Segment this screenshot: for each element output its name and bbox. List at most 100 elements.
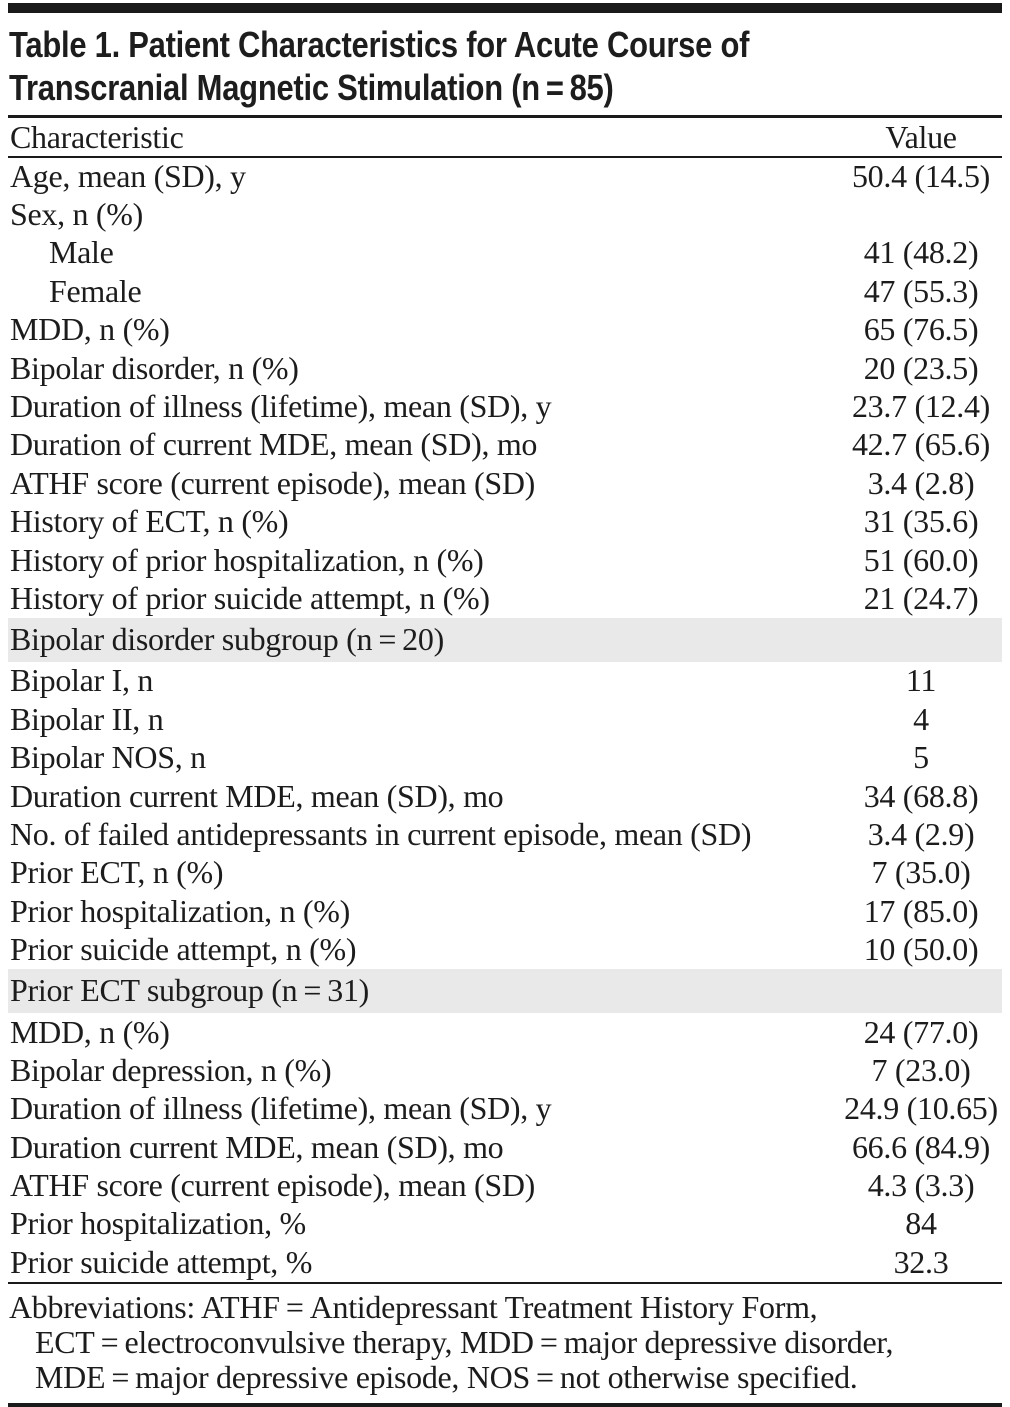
- characteristic-label: Bipolar disorder, n (%): [10, 349, 299, 386]
- table-row: Bipolar disorder, n (%) 20 (23.5): [8, 349, 1002, 387]
- characteristic-value: 11: [905, 662, 937, 699]
- characteristic-label: Sex, n (%): [10, 196, 143, 233]
- characteristic-label: Prior suicide attempt, %: [10, 1243, 313, 1280]
- characteristic-value: 3.4 (2.8): [867, 464, 975, 501]
- characteristic-value: 10 (50.0): [863, 931, 979, 968]
- characteristic-label: History of prior hospitalization, n (%): [10, 541, 484, 578]
- characteristic-value: 50.4 (14.5): [851, 158, 990, 195]
- footnote-line: MDE = major depressive episode, NOS = no…: [35, 1358, 858, 1395]
- characteristic-label: Prior hospitalization, n (%): [10, 892, 350, 929]
- table-row: Duration of illness (lifetime), mean (SD…: [8, 1090, 1002, 1128]
- table-row: Prior hospitalization, n (%) 17 (85.0): [8, 892, 1002, 930]
- characteristic-value: 21 (24.7): [863, 579, 979, 616]
- table-row: Female 47 (55.3): [8, 272, 1002, 310]
- table-row: History of ECT, n (%) 31 (35.6): [8, 503, 1002, 541]
- table-row: Bipolar depression, n (%) 7 (23.0): [8, 1051, 1002, 1089]
- characteristic-value: [840, 195, 1002, 233]
- section-row: Prior ECT subgroup (n = 31): [8, 968, 1002, 1013]
- table-row: ATHF score (current episode), mean (SD) 3…: [8, 464, 1002, 502]
- table-row: Duration of current MDE, mean (SD), mo 42…: [8, 426, 1002, 464]
- characteristic-value: 3.4 (2.9): [867, 815, 975, 852]
- characteristic-value: 65 (76.5): [863, 311, 979, 348]
- table-title-line-2: Transcranial Magnetic Stimulation (n = 8…: [9, 67, 614, 108]
- table-row: ATHF score (current episode), mean (SD) 4…: [8, 1166, 1002, 1204]
- characteristic-label: Bipolar II, n: [10, 700, 164, 737]
- characteristic-value: 51 (60.0): [863, 541, 979, 578]
- characteristic-value: 5: [913, 739, 929, 776]
- characteristic-label: Prior ECT, n (%): [10, 854, 224, 891]
- characteristic-label: Female: [49, 272, 142, 309]
- table-row: MDD, n (%) 24 (77.0): [8, 1013, 1002, 1051]
- table-row: Bipolar NOS, n 5: [8, 738, 1002, 776]
- characteristic-value: 23.7 (12.4): [851, 388, 990, 425]
- header-row: Characteristic Value: [8, 118, 1002, 158]
- characteristic-value: 34 (68.8): [863, 777, 979, 814]
- characteristic-value: 41 (48.2): [863, 234, 979, 271]
- table-row: Bipolar I, n 11: [8, 662, 1002, 700]
- table-row: Duration of illness (lifetime), mean (SD…: [8, 387, 1002, 425]
- characteristic-label: Bipolar NOS, n: [10, 739, 206, 776]
- column-header-value: Value: [840, 118, 1002, 158]
- table-title: Table 1. Patient Characteristics for Acu…: [8, 13, 1002, 118]
- characteristic-value: 42.7 (65.6): [851, 426, 990, 463]
- table-row: Sex, n (%): [8, 195, 1002, 233]
- section-header: Prior ECT subgroup (n = 31): [8, 968, 1002, 1013]
- characteristic-label: Duration of illness (lifetime), mean (SD…: [10, 388, 552, 425]
- characteristic-label: ATHF score (current episode), mean (SD): [10, 1167, 536, 1204]
- table-row: Bipolar II, n 4: [8, 700, 1002, 738]
- characteristic-value: 20 (23.5): [863, 349, 979, 386]
- table-row: Male 41 (48.2): [8, 234, 1002, 272]
- table-row: History of prior suicide attempt, n (%) 2…: [8, 579, 1002, 617]
- characteristic-value: 32.3: [893, 1243, 949, 1280]
- table-row: No. of failed antidepressants in current…: [8, 815, 1002, 853]
- table-footnote: Abbreviations: ATHF = Antidepressant Tre…: [8, 1281, 1002, 1399]
- characteristic-label: Prior hospitalization, %: [10, 1205, 306, 1242]
- table-row: Prior suicide attempt, n (%) 10 (50.0): [8, 930, 1002, 968]
- characteristic-label: Duration of illness (lifetime), mean (SD…: [10, 1090, 552, 1127]
- characteristic-value: 17 (85.0): [863, 892, 979, 929]
- table-title-line-1: Table 1. Patient Characteristics for Acu…: [9, 24, 750, 65]
- section-header: Bipolar disorder subgroup (n = 20): [8, 617, 1002, 662]
- section-row: Bipolar disorder subgroup (n = 20): [8, 617, 1002, 662]
- characteristic-value: 31 (35.6): [863, 503, 979, 540]
- characteristic-label: No. of failed antidepressants in current…: [10, 815, 752, 852]
- table-body: Age, mean (SD), y 50.4 (14.5) Sex, n (%) Ma…: [8, 157, 1002, 1282]
- footnote-line: ECT = electroconvulsive therapy, MDD = m…: [35, 1323, 894, 1360]
- characteristic-value: 7 (35.0): [871, 854, 971, 891]
- bottom-rule-bar: [8, 1402, 1002, 1407]
- table-row: Prior ECT, n (%) 7 (35.0): [8, 854, 1002, 892]
- characteristic-value: 24.9 (10.65): [844, 1090, 998, 1127]
- characteristic-label: ATHF score (current episode), mean (SD): [10, 464, 536, 501]
- top-rule-bar: [8, 3, 1002, 13]
- characteristic-label: Duration current MDE, mean (SD), mo: [10, 1128, 504, 1165]
- characteristic-value: 24 (77.0): [863, 1013, 979, 1050]
- characteristic-label: History of ECT, n (%): [10, 503, 289, 540]
- characteristic-value: 4.3 (3.3): [867, 1167, 975, 1204]
- table-row: History of prior hospitalization, n (%) 5…: [8, 541, 1002, 579]
- table-row: MDD, n (%) 65 (76.5): [8, 311, 1002, 349]
- characteristic-label: Duration current MDE, mean (SD), mo: [10, 777, 504, 814]
- characteristic-label: Bipolar I, n: [10, 662, 154, 699]
- characteristic-label: Duration of current MDE, mean (SD), mo: [10, 426, 538, 463]
- characteristic-value: 66.6 (84.9): [851, 1128, 990, 1165]
- characteristic-value: 7 (23.0): [871, 1051, 971, 1088]
- characteristic-label: Prior suicide attempt, n (%): [10, 931, 357, 968]
- table-figure: Table 1. Patient Characteristics for Acu…: [0, 3, 1010, 1407]
- characteristic-label: History of prior suicide attempt, n (%): [10, 579, 490, 616]
- characteristic-label: Age, mean (SD), y: [10, 158, 246, 195]
- characteristic-value: 84: [905, 1205, 937, 1242]
- table-row: Prior suicide attempt, % 32.3: [8, 1243, 1002, 1281]
- table-row: Duration current MDE, mean (SD), mo 34 (6…: [8, 777, 1002, 815]
- table-row: Duration current MDE, mean (SD), mo 66.6 …: [8, 1128, 1002, 1166]
- characteristic-value: 47 (55.3): [863, 272, 979, 309]
- characteristic-label: Male: [49, 234, 114, 271]
- table-row: Prior hospitalization, % 84: [8, 1205, 1002, 1243]
- characteristic-label: MDD, n (%): [10, 1013, 170, 1050]
- characteristic-label: Bipolar depression, n (%): [10, 1051, 332, 1088]
- characteristic-label: MDD, n (%): [10, 311, 170, 348]
- table-header: Characteristic Value: [8, 118, 1002, 158]
- patient-characteristics-table: Characteristic Value Age, mean (SD), y 50…: [8, 118, 1002, 1282]
- footnote-line: Abbreviations: ATHF = Antidepressant Tre…: [9, 1288, 818, 1325]
- characteristic-value: 4: [913, 700, 929, 737]
- column-header-characteristic: Characteristic: [8, 118, 840, 158]
